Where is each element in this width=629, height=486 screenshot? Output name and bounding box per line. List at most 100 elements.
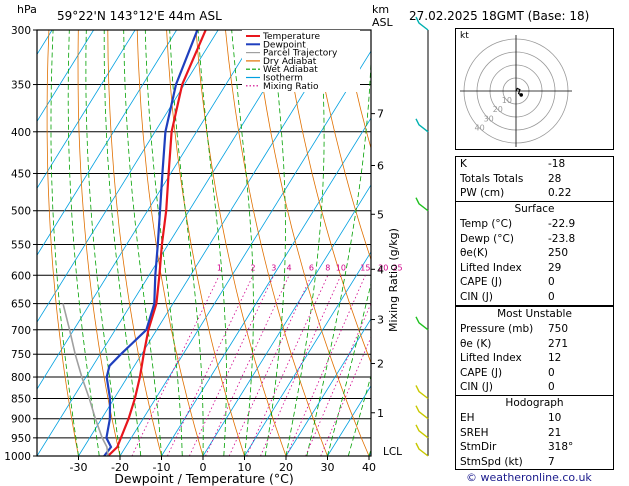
pressure-tick-label: 950 <box>11 433 31 445</box>
wet-adiabat-line <box>123 30 162 456</box>
mixing-ratio-line <box>305 302 371 456</box>
temperature-tick-label: -30 <box>70 461 88 474</box>
dry-adiabat-line <box>166 30 245 456</box>
km-tick-label: 7 <box>377 108 384 121</box>
pressure-tick-label: 700 <box>11 325 31 337</box>
isotherm-line <box>202 184 371 456</box>
surface-row: CAPE (J) 0 <box>460 276 555 289</box>
temperature-tick-label: 20 <box>279 461 293 474</box>
temperature-tick-label: 10 <box>238 461 252 474</box>
km-tick-label: 2 <box>377 358 384 371</box>
hodograph-unit-label: kt <box>460 31 469 41</box>
dry-adiabat-line <box>46 30 79 456</box>
isotherm-line <box>37 30 94 123</box>
dry-adiabat-line <box>107 30 162 456</box>
unstable-row: Lifted Index 12 <box>460 352 562 365</box>
copyright-footer: © weatheronline.co.uk <box>466 471 592 484</box>
mixing-ratio-label: 25 <box>392 263 402 272</box>
dry-adiabat-line <box>195 30 287 456</box>
pressure-tick-label: 400 <box>11 127 31 139</box>
mixing-ratio-label: 20 <box>378 263 388 272</box>
hodograph-trace <box>515 87 522 96</box>
wind-barb <box>415 316 429 331</box>
mixing-ratio-line <box>228 275 312 456</box>
isotherm-line <box>0 30 11 456</box>
isotherm-line <box>244 251 371 456</box>
temperature-tick-label: 30 <box>321 461 335 474</box>
legend-label: Wet Adiabat <box>263 65 318 75</box>
hodo-row: SREH 21 <box>460 426 562 439</box>
wet-adiabat-line <box>264 30 286 456</box>
unstable-row: Pressure (mb) 750 <box>460 323 569 335</box>
mixing-ratio-line <box>286 275 366 456</box>
mixing-ratio-label: 1 <box>217 263 222 272</box>
wet-adiabat-line <box>85 30 121 456</box>
datetime-title: 27.02.2025 18GMT (Base: 18) <box>409 9 590 23</box>
surface-row: Lifted Index 29 <box>460 261 562 274</box>
wind-barb <box>415 442 429 457</box>
km-tick-label: 4 <box>377 263 384 276</box>
surface-row: CIN (J) 0 <box>460 290 555 303</box>
legend-label: Mixing Ratio <box>263 82 319 92</box>
isotherm-line <box>161 117 371 456</box>
km-tick-label: 3 <box>377 314 384 327</box>
legend-label: Temperature <box>262 32 320 42</box>
mixing-ratio-label: 15 <box>360 263 370 272</box>
wind-barb <box>415 16 429 31</box>
hodo-row: StmDir 318° <box>460 441 574 454</box>
pressure-tick-label: 600 <box>11 270 31 282</box>
hodograph-storm-motion <box>519 93 523 97</box>
wet-adiabat-line <box>285 30 325 456</box>
hodograph-ring-label: 40 <box>475 123 485 132</box>
parcel-trajectory-line <box>62 303 109 456</box>
index-row-totals: Totals Totals 28 <box>460 172 562 185</box>
dry-adiabat-line <box>136 30 204 456</box>
most-unstable-title: Most Unstable <box>497 308 572 320</box>
mixing-ratio-label: 4 <box>287 263 292 272</box>
km-tick-label: 6 <box>377 160 384 173</box>
km-axis-title: km <box>372 3 390 16</box>
wet-adiabat-line <box>103 30 142 456</box>
surface-table: Surface Temp (°C) -22.9 Dewp (°C) -23.8 θe… <box>455 201 614 306</box>
temperature-tick-label: -20 <box>111 461 129 474</box>
legend-label: Parcel Trajectory <box>263 49 338 59</box>
dry-adiabat-line <box>77 30 121 456</box>
location-title: 59°22'N 143°12'E 44m ASL <box>57 9 222 23</box>
surface-title: Surface <box>514 203 555 215</box>
unstable-row: θe (K) 271 <box>460 337 569 350</box>
km-tick-label: 5 <box>377 208 384 221</box>
mixing-ratio-label: 8 <box>325 263 330 272</box>
isotherm-line <box>37 30 136 190</box>
wet-adiabat-line <box>144 30 183 456</box>
isotherm-line <box>37 30 260 390</box>
temperature-tick-label: 0 <box>200 461 207 474</box>
pressure-tick-label: 500 <box>11 206 31 218</box>
surface-row: Dewp (°C) -23.8 <box>460 232 576 245</box>
mixing-ratio-label: 6 <box>309 263 314 272</box>
wind-barb <box>415 424 429 439</box>
pressure-tick-label: 650 <box>11 299 31 311</box>
wind-barb <box>415 385 429 400</box>
hodograph-ring-label: 30 <box>484 114 494 123</box>
most-unstable-table: Most Unstable Pressure (mb) 750 θe (K) 271… <box>455 306 614 396</box>
pressure-tick-label: 800 <box>11 372 31 384</box>
plot-frame <box>36 29 372 457</box>
legend-label: Dry Adiabat <box>263 57 317 67</box>
lcl-label: LCL <box>383 446 402 458</box>
mixing-ratio-line <box>260 275 342 456</box>
unstable-row: CIN (J) 0 <box>460 381 555 394</box>
isotherm-line <box>37 30 302 456</box>
wet-adiabat-line <box>67 30 100 456</box>
temperature-line <box>107 30 207 456</box>
legend-label: Isotherm <box>263 74 303 84</box>
surface-row: θe(K) 250 <box>460 247 569 260</box>
wet-adiabat-line <box>306 47 371 456</box>
x-axis-label: Dewpoint / Temperature (°C) <box>114 471 293 486</box>
dewpoint-line <box>103 30 199 456</box>
hodograph-ring-label: 20 <box>493 105 503 114</box>
wind-barb <box>415 118 429 133</box>
mixing-ratio-label: 3 <box>271 263 276 272</box>
isotherm-line <box>285 318 371 456</box>
pressure-tick-label: 450 <box>11 168 31 180</box>
